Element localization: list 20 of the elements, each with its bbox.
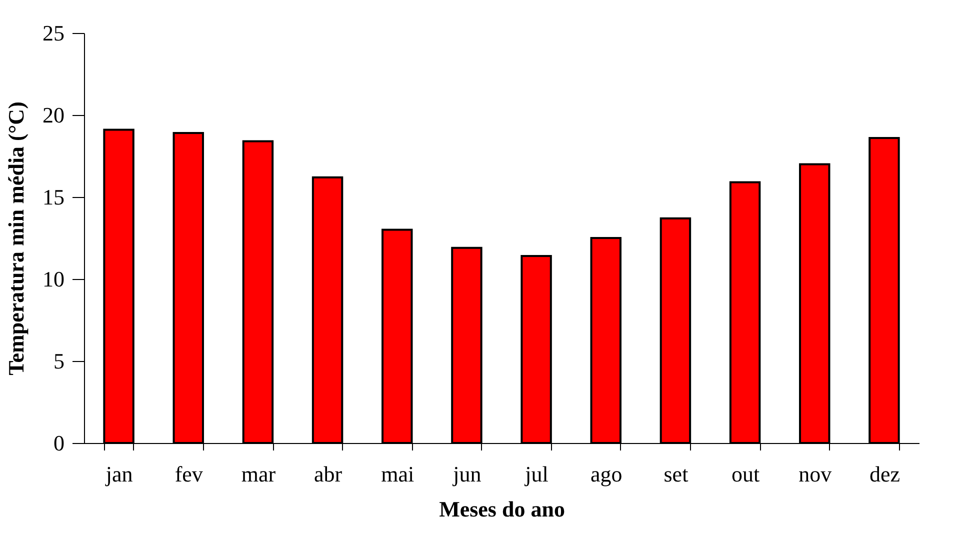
x-tick-label: mai bbox=[381, 462, 414, 486]
x-tick-label: mar bbox=[241, 462, 276, 486]
x-tick-label: set bbox=[664, 462, 688, 486]
y-tick-label: 15 bbox=[42, 184, 64, 210]
x-tick-label: dez bbox=[869, 462, 900, 486]
y-tick-label: 0 bbox=[54, 430, 64, 456]
x-tick-label: ago bbox=[590, 462, 622, 486]
y-tick-label: 20 bbox=[42, 102, 64, 128]
x-axis-title: Meses do ano bbox=[439, 496, 565, 522]
y-axis-title: Temperatura min média (°C) bbox=[4, 102, 28, 376]
x-tick-label: nov bbox=[798, 462, 832, 486]
x-tick-label: jun bbox=[452, 462, 482, 486]
y-tick-label: 25 bbox=[42, 20, 64, 46]
y-tick-label: 10 bbox=[42, 266, 64, 292]
x-tick-label: jul bbox=[524, 462, 548, 486]
x-tick-label: abr bbox=[314, 462, 343, 486]
x-tick-label: jan bbox=[104, 462, 133, 486]
y-tick-label: 5 bbox=[54, 348, 64, 374]
x-tick-label: fev bbox=[174, 462, 203, 486]
x-tick-label: out bbox=[731, 462, 760, 486]
